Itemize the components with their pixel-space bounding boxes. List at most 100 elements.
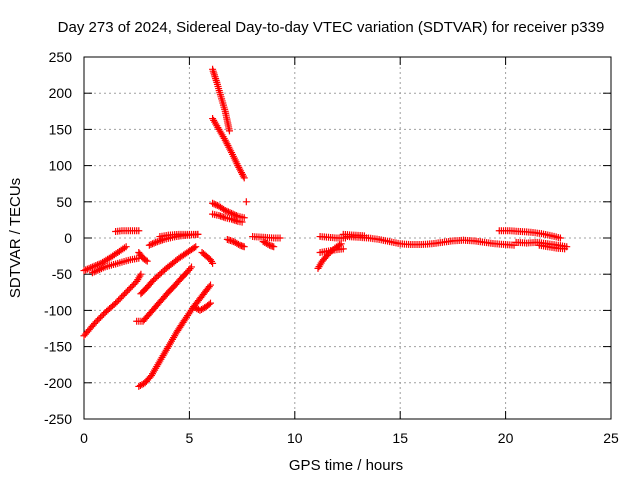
- data-point: [223, 207, 231, 215]
- data-point: [87, 264, 95, 272]
- data-point: [206, 299, 214, 307]
- data-point: [125, 285, 133, 293]
- x-tick-label: 10: [287, 430, 303, 446]
- axis-ticks: 250 200 150 100 50 0 -50 -100 -150 -200 -250 0 5 10 15…: [44, 49, 619, 446]
- data-point: [212, 201, 220, 209]
- data-point: [206, 281, 214, 289]
- data-point: [242, 198, 250, 206]
- data-point: [209, 259, 217, 267]
- data-point: [80, 267, 88, 275]
- data-point: [128, 282, 136, 290]
- series-track-k: [190, 299, 214, 314]
- data-point: [190, 244, 198, 252]
- data-point: [112, 299, 120, 307]
- data-point: [116, 295, 124, 303]
- series-track-ab: [535, 241, 569, 253]
- data-point: [122, 243, 130, 251]
- data-point: [95, 315, 103, 323]
- data-point: [118, 293, 126, 301]
- data-point: [127, 284, 135, 292]
- series-track-m: [209, 65, 233, 135]
- data-point: [561, 245, 569, 253]
- series-track-i: [133, 263, 196, 325]
- data-point: [135, 227, 143, 235]
- y-tick-label: -200: [44, 375, 72, 391]
- series-track-h: [156, 230, 202, 241]
- data-point: [115, 296, 123, 304]
- data-point: [122, 288, 130, 296]
- data-point: [225, 127, 233, 135]
- data-point: [360, 232, 368, 240]
- data-point: [113, 298, 121, 306]
- data-point: [149, 240, 157, 248]
- y-tick-label: -100: [44, 302, 72, 318]
- data-point: [186, 265, 194, 273]
- data-point: [240, 214, 248, 222]
- series-track-a: [80, 270, 145, 340]
- series-track-n: [209, 115, 248, 182]
- data-point: [130, 281, 138, 289]
- chart-title: Day 273 of 2024, Sidereal Day-to-day VTE…: [58, 19, 605, 36]
- y-axis-label: SDTVAR / TECUs: [7, 178, 24, 298]
- data-point: [192, 243, 200, 251]
- x-tick-label: 0: [80, 430, 88, 446]
- data-point: [226, 209, 234, 217]
- data-point: [556, 234, 564, 242]
- series-track-d: [112, 227, 143, 235]
- data-point: [142, 256, 150, 264]
- data-point: [150, 239, 158, 247]
- x-tick-label: 5: [186, 430, 194, 446]
- series-track-t: [259, 238, 278, 251]
- series-track-b: [80, 243, 130, 275]
- series-track-j: [135, 281, 214, 390]
- series-track-e: [135, 248, 151, 265]
- y-tick-label: 150: [49, 121, 73, 137]
- series-track-y: [339, 230, 368, 240]
- data-point: [339, 245, 347, 253]
- series-track-f: [137, 243, 200, 298]
- data-point: [85, 264, 93, 272]
- data-point: [224, 208, 232, 216]
- data-point: [145, 241, 153, 249]
- series-track-q: [223, 235, 248, 251]
- series-track-l: [198, 248, 217, 267]
- data-point: [143, 257, 151, 265]
- data-point: [276, 234, 284, 242]
- data-point: [205, 283, 213, 291]
- data-point: [240, 174, 248, 182]
- y-tick-label: 250: [49, 49, 73, 65]
- series-track-r: [242, 198, 250, 206]
- y-tick-label: 0: [64, 230, 72, 246]
- data-point: [270, 243, 278, 251]
- data-point: [124, 287, 132, 295]
- data-point: [205, 300, 213, 308]
- y-tick-label: 50: [56, 194, 72, 210]
- data-point: [97, 313, 105, 321]
- y-tick-label: 100: [49, 158, 73, 174]
- y-tick-label: -250: [44, 411, 72, 427]
- y-tick-label: 200: [49, 85, 73, 101]
- x-axis-label: GPS time / hours: [289, 457, 403, 474]
- series-track-s: [249, 233, 284, 242]
- data-point: [264, 240, 272, 248]
- x-tick-label: 20: [498, 430, 514, 446]
- y-tick-label: -150: [44, 339, 72, 355]
- x-tick-label: 15: [392, 430, 408, 446]
- data-point: [120, 244, 128, 252]
- data-point: [121, 290, 129, 298]
- series-track-o: [209, 199, 248, 222]
- data-point: [234, 240, 242, 248]
- data-point: [209, 199, 217, 207]
- data-point: [137, 270, 145, 278]
- y-tick-label: -50: [52, 266, 72, 282]
- data-point: [91, 319, 99, 327]
- data-point: [188, 263, 196, 271]
- x-tick-label: 25: [603, 430, 619, 446]
- data-point: [147, 241, 155, 249]
- data-point: [240, 243, 248, 251]
- data-point: [194, 230, 202, 238]
- data-point: [98, 312, 106, 320]
- data-point: [82, 266, 90, 274]
- series-track-p: [209, 210, 246, 226]
